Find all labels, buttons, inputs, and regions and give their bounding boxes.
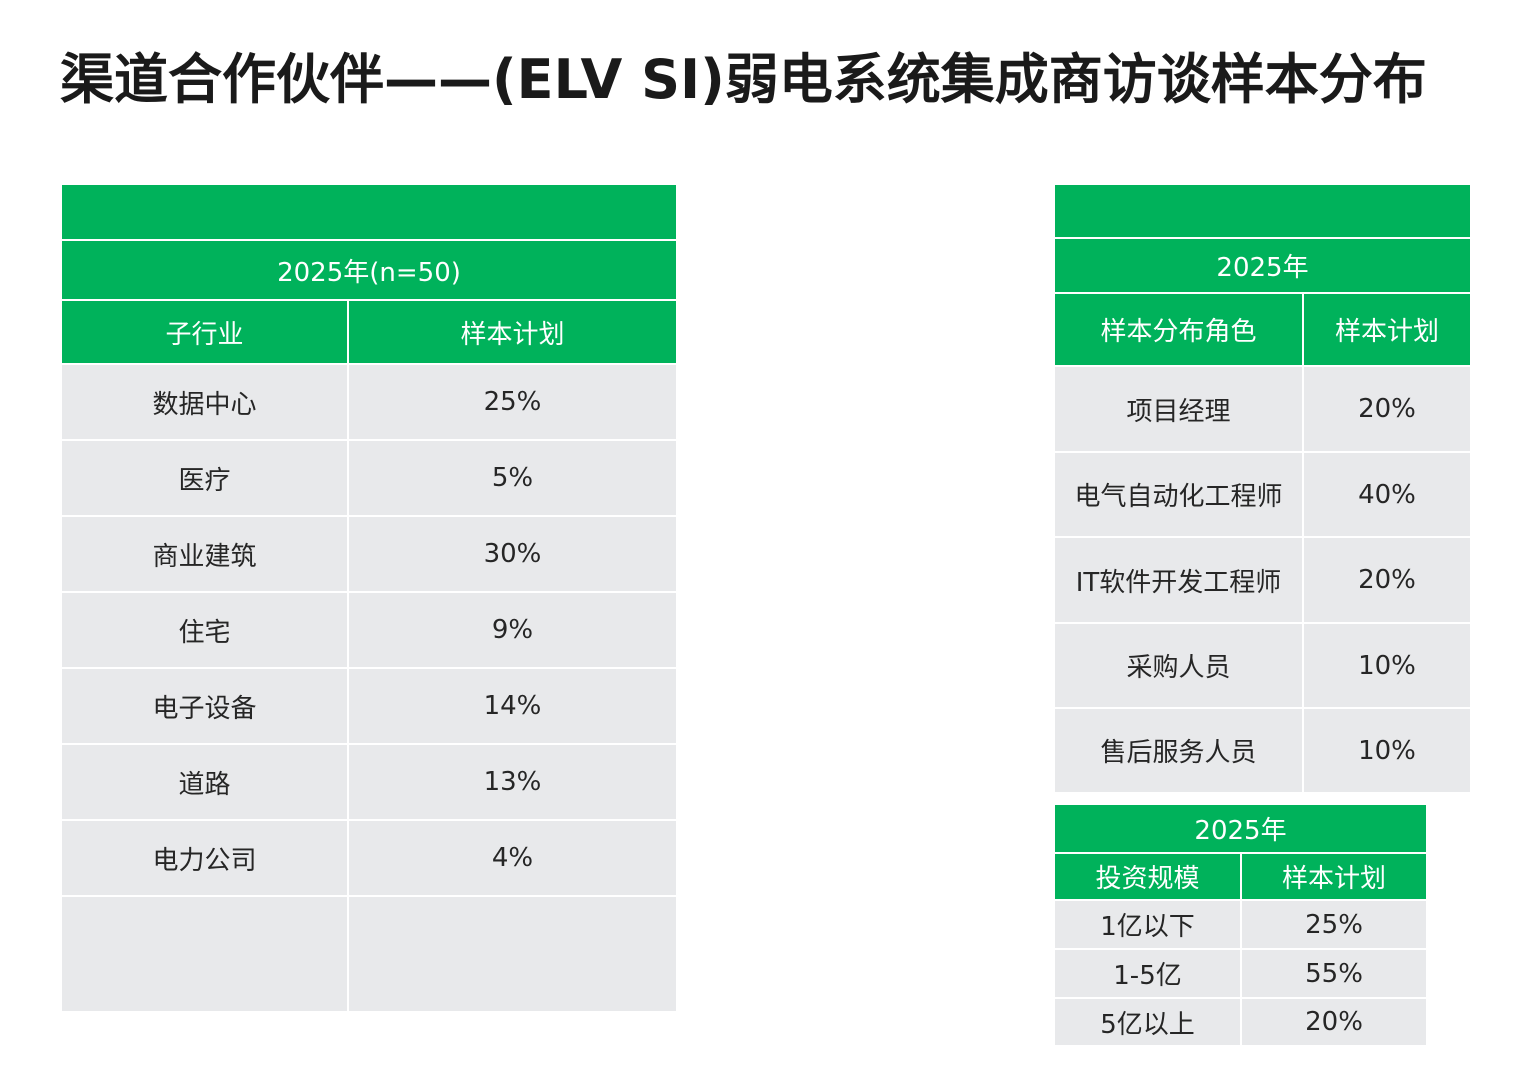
table-row: 1-5亿 55% xyxy=(1053,948,1429,999)
table-top-band xyxy=(1053,183,1472,239)
investment-sample-table: 2025年 投资规模 样本计划 1亿以下 25% 1-5亿 55% 5亿以上 2… xyxy=(1052,803,1429,1047)
year-header: 2025年(n=50) xyxy=(60,239,678,301)
row-value: 40% xyxy=(1302,451,1472,538)
row-label: IT软件开发工程师 xyxy=(1053,536,1304,624)
empty-cell xyxy=(347,895,678,1013)
table-row: 项目经理 20% xyxy=(1053,365,1472,453)
empty-table-row xyxy=(60,895,678,1013)
industry-sample-table: 2025年(n=50) 子行业 样本计划 数据中心 25% 医疗 5% 商业建筑… xyxy=(60,183,678,1013)
table-row: 商业建筑 30% xyxy=(60,515,678,593)
row-label: 数据中心 xyxy=(60,363,349,441)
row-value: 25% xyxy=(1239,899,1429,950)
row-value: 10% xyxy=(1302,622,1472,709)
row-value: 9% xyxy=(347,591,678,669)
row-value: 14% xyxy=(347,667,678,745)
row-value: 20% xyxy=(1302,536,1472,624)
table-row: 5亿以上 20% xyxy=(1053,997,1429,1047)
row-value: 4% xyxy=(347,819,678,897)
table-row: 电子设备 14% xyxy=(60,667,678,745)
table-row: 住宅 9% xyxy=(60,591,678,669)
row-label: 住宅 xyxy=(60,591,349,669)
table-row: 1亿以下 25% xyxy=(1053,899,1429,950)
table-row: 售后服务人员 10% xyxy=(1053,707,1472,794)
row-value: 10% xyxy=(1302,707,1472,794)
column-header-sample-plan: 样本计划 xyxy=(1302,292,1472,367)
row-value: 30% xyxy=(347,515,678,593)
row-value: 55% xyxy=(1239,948,1429,999)
row-label: 电气自动化工程师 xyxy=(1053,451,1304,538)
column-header-sample-plan: 样本计划 xyxy=(347,299,678,365)
row-label: 电力公司 xyxy=(60,819,349,897)
row-label: 售后服务人员 xyxy=(1053,707,1304,794)
row-value: 20% xyxy=(1239,997,1429,1047)
page-title: 渠道合作伙伴——(ELV SI)弱电系统集成商访谈样本分布 xyxy=(60,48,1427,111)
table-row: 电力公司 4% xyxy=(60,819,678,897)
row-value: 5% xyxy=(347,439,678,517)
column-header-subindustry: 子行业 xyxy=(60,299,349,365)
row-label: 项目经理 xyxy=(1053,365,1304,453)
column-header-sample-plan: 样本计划 xyxy=(1239,852,1429,901)
table-row: IT软件开发工程师 20% xyxy=(1053,536,1472,624)
row-value: 13% xyxy=(347,743,678,821)
row-label: 1亿以下 xyxy=(1053,899,1242,950)
table-row: 电气自动化工程师 40% xyxy=(1053,451,1472,538)
row-value: 25% xyxy=(347,363,678,441)
row-label: 商业建筑 xyxy=(60,515,349,593)
row-label: 采购人员 xyxy=(1053,622,1304,709)
empty-cell xyxy=(60,895,349,1013)
row-value: 20% xyxy=(1302,365,1472,453)
table-row: 道路 13% xyxy=(60,743,678,821)
year-header: 2025年 xyxy=(1052,803,1429,854)
year-header: 2025年 xyxy=(1053,237,1472,294)
row-label: 电子设备 xyxy=(60,667,349,745)
table-row: 采购人员 10% xyxy=(1053,622,1472,709)
column-header-investment-scale: 投资规模 xyxy=(1053,852,1242,901)
table-row: 医疗 5% xyxy=(60,439,678,517)
row-label: 道路 xyxy=(60,743,349,821)
role-sample-table: 2025年 样本分布角色 样本计划 项目经理 20% 电气自动化工程师 40% … xyxy=(1053,183,1472,794)
column-header-role: 样本分布角色 xyxy=(1053,292,1304,367)
row-label: 医疗 xyxy=(60,439,349,517)
table-row: 数据中心 25% xyxy=(60,363,678,441)
row-label: 5亿以上 xyxy=(1053,997,1242,1047)
row-label: 1-5亿 xyxy=(1053,948,1242,999)
table-top-band xyxy=(60,183,678,241)
